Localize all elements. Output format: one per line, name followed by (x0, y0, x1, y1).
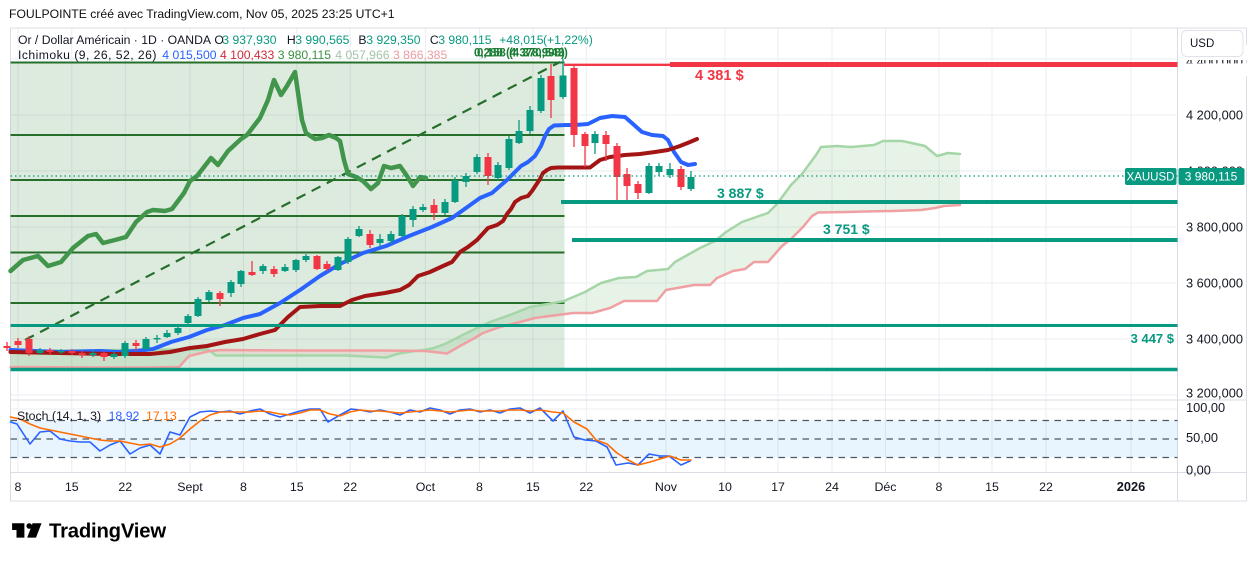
svg-text:0,00: 0,00 (1186, 463, 1211, 478)
svg-text:C: C (430, 33, 439, 47)
svg-text:50,00: 50,00 (1186, 430, 1218, 445)
svg-text:3 866,385: 3 866,385 (393, 48, 447, 62)
svg-text:H: H (287, 33, 296, 47)
svg-text:4 200,000: 4 200,000 (1186, 108, 1243, 123)
svg-text:XAUUSD: XAUUSD (1127, 172, 1175, 184)
svg-text:0,288 (4 378,998): 0,288 (4 378,998) (474, 48, 565, 60)
svg-text:17,13: 17,13 (146, 409, 177, 423)
svg-text:3 929,350: 3 929,350 (366, 33, 420, 47)
svg-text:22: 22 (343, 480, 357, 494)
svg-text:15: 15 (290, 480, 304, 494)
svg-text:22: 22 (579, 480, 593, 494)
svg-text:17: 17 (771, 480, 785, 494)
svg-text:10: 10 (718, 480, 732, 494)
svg-text:3 887 $: 3 887 $ (717, 185, 764, 201)
svg-text:3 980,115: 3 980,115 (1185, 170, 1238, 184)
svg-text:8: 8 (15, 480, 22, 494)
svg-text:3 600,000: 3 600,000 (1186, 276, 1243, 291)
svg-text:3 751 $: 3 751 $ (823, 221, 870, 237)
svg-text:15: 15 (65, 480, 79, 494)
svg-text:Or / Dollar Américain · 1D · O: Or / Dollar Américain · 1D · OANDA (18, 33, 212, 47)
svg-text:100,00: 100,00 (1186, 400, 1225, 415)
svg-text:USD: USD (1190, 38, 1214, 50)
svg-text:22: 22 (118, 480, 132, 494)
svg-text:3 937,930: 3 937,930 (222, 33, 276, 47)
svg-text:Oct: Oct (416, 480, 436, 494)
svg-text:TradingView: TradingView (49, 521, 166, 543)
svg-text:3 990,565: 3 990,565 (295, 33, 349, 47)
svg-text:15: 15 (526, 480, 540, 494)
svg-text:3 400,000: 3 400,000 (1186, 332, 1243, 347)
svg-text:+48,015: +48,015 (499, 33, 544, 47)
svg-text:24: 24 (825, 480, 839, 494)
svg-text:3 980,115: 3 980,115 (278, 48, 332, 62)
svg-text:B: B (358, 33, 366, 47)
svg-text:8: 8 (240, 480, 247, 494)
svg-text:3 447 $: 3 447 $ (1131, 331, 1175, 346)
svg-text:3 980,115: 3 980,115 (438, 33, 492, 47)
svg-text:Déc: Déc (874, 480, 896, 494)
svg-text:Ichimoku (9, 26, 52, 26): Ichimoku (9, 26, 52, 26) (18, 48, 157, 62)
svg-text:15: 15 (985, 480, 999, 494)
svg-text:3 200,000: 3 200,000 (1186, 386, 1243, 401)
svg-text:8: 8 (936, 480, 943, 494)
svg-text:Nov: Nov (655, 480, 678, 494)
svg-text:4 381 $: 4 381 $ (695, 68, 744, 84)
svg-text:Stoch (14, 1, 3): Stoch (14, 1, 3) (17, 409, 101, 423)
svg-text:18,92: 18,92 (109, 409, 140, 423)
svg-text:Sept: Sept (177, 480, 203, 494)
svg-text:22: 22 (1039, 480, 1053, 494)
svg-text:(+1,22%): (+1,22%) (543, 33, 593, 47)
svg-text:8: 8 (476, 480, 483, 494)
svg-text:2026: 2026 (1117, 479, 1145, 494)
svg-text:4 015,500: 4 015,500 (162, 48, 216, 62)
svg-text:0,158 (4 370,543): 0,158 (4 370,543) (477, 48, 568, 60)
svg-text:FOULPOINTE créé avec TradingVi: FOULPOINTE créé avec TradingView.com, No… (9, 7, 395, 21)
svg-text:O: O (214, 33, 223, 47)
svg-text:3 800,000: 3 800,000 (1186, 220, 1243, 235)
svg-text:4 057,966: 4 057,966 (335, 48, 389, 62)
svg-text:4 100,433: 4 100,433 (220, 48, 274, 62)
